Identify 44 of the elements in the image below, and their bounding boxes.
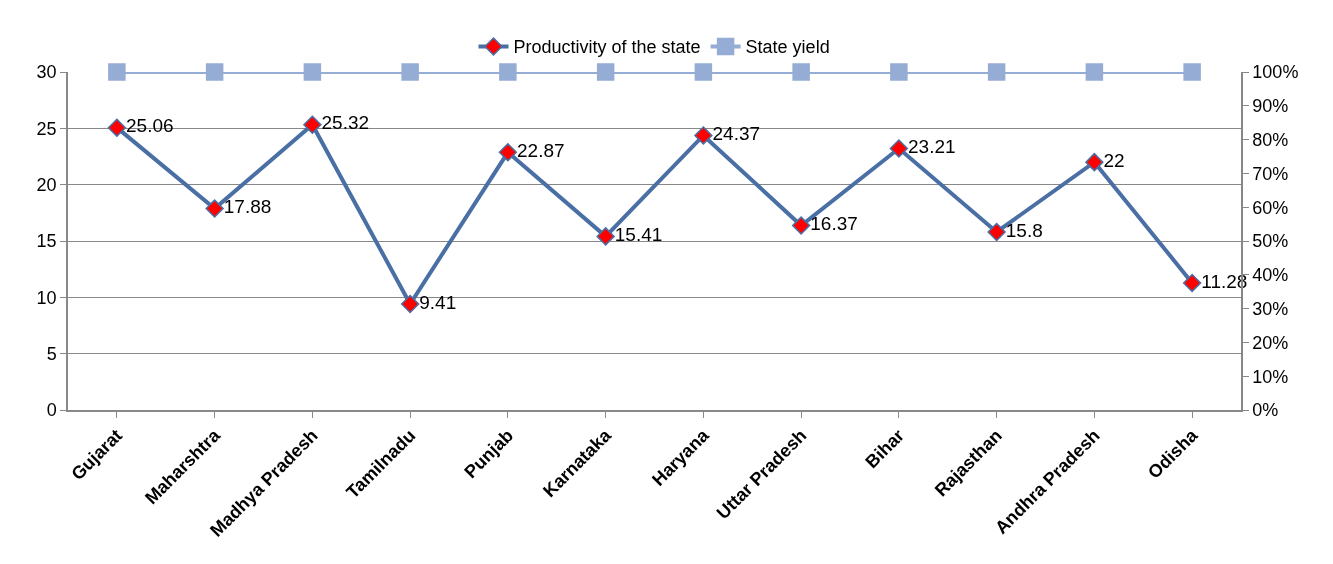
point xyxy=(596,227,615,246)
data-label: 23.21 xyxy=(908,136,956,158)
y-tick-label: 5 xyxy=(46,343,57,364)
data-label: 25.32 xyxy=(321,112,370,134)
y2-tick-label: 0% xyxy=(1252,400,1279,421)
data-label: 16.37 xyxy=(810,213,858,235)
data-label: 22 xyxy=(1103,149,1125,171)
y-tick-label: 15 xyxy=(36,231,57,252)
point xyxy=(791,216,811,235)
y2-tick-label: 30% xyxy=(1252,298,1289,319)
legend-label: Productivity of the state xyxy=(513,37,701,58)
y2-tick-label: 90% xyxy=(1252,96,1289,117)
legend-label: State yield xyxy=(745,37,830,58)
y2-tick-label: 20% xyxy=(1252,332,1289,353)
point xyxy=(889,139,909,158)
y-tick-label: 25 xyxy=(36,118,57,139)
y2-tick-label: 100% xyxy=(1252,62,1299,83)
data-label: 15.41 xyxy=(614,224,663,246)
y2-tick-label: 80% xyxy=(1252,129,1289,150)
data-label: 25.06 xyxy=(126,115,174,137)
y-tick-label: 20 xyxy=(36,174,57,195)
point xyxy=(205,199,224,218)
y2-tick-label: 60% xyxy=(1252,197,1289,218)
point xyxy=(498,143,518,162)
data-label: 17.88 xyxy=(223,196,272,218)
point xyxy=(694,126,713,145)
point xyxy=(303,115,322,134)
point xyxy=(1182,273,1202,293)
data-label: 11.28 xyxy=(1201,270,1248,292)
data-label: 24.37 xyxy=(712,123,761,145)
point xyxy=(400,294,420,314)
point xyxy=(987,222,1006,242)
data-label: 9.41 xyxy=(419,291,457,313)
y-tick-label: 0 xyxy=(46,400,57,421)
data-label: 22.87 xyxy=(517,140,565,162)
y-tick-label: 30 xyxy=(36,62,57,83)
y-tick-label: 10 xyxy=(36,287,57,308)
y2-tick-label: 10% xyxy=(1252,366,1289,387)
y2-tick-label: 50% xyxy=(1252,231,1289,252)
y2-tick-label: 70% xyxy=(1252,163,1289,184)
data-label: 15.8 xyxy=(1005,219,1043,241)
point xyxy=(107,118,127,137)
y2-tick-label: 40% xyxy=(1252,265,1289,286)
point xyxy=(1085,152,1104,172)
